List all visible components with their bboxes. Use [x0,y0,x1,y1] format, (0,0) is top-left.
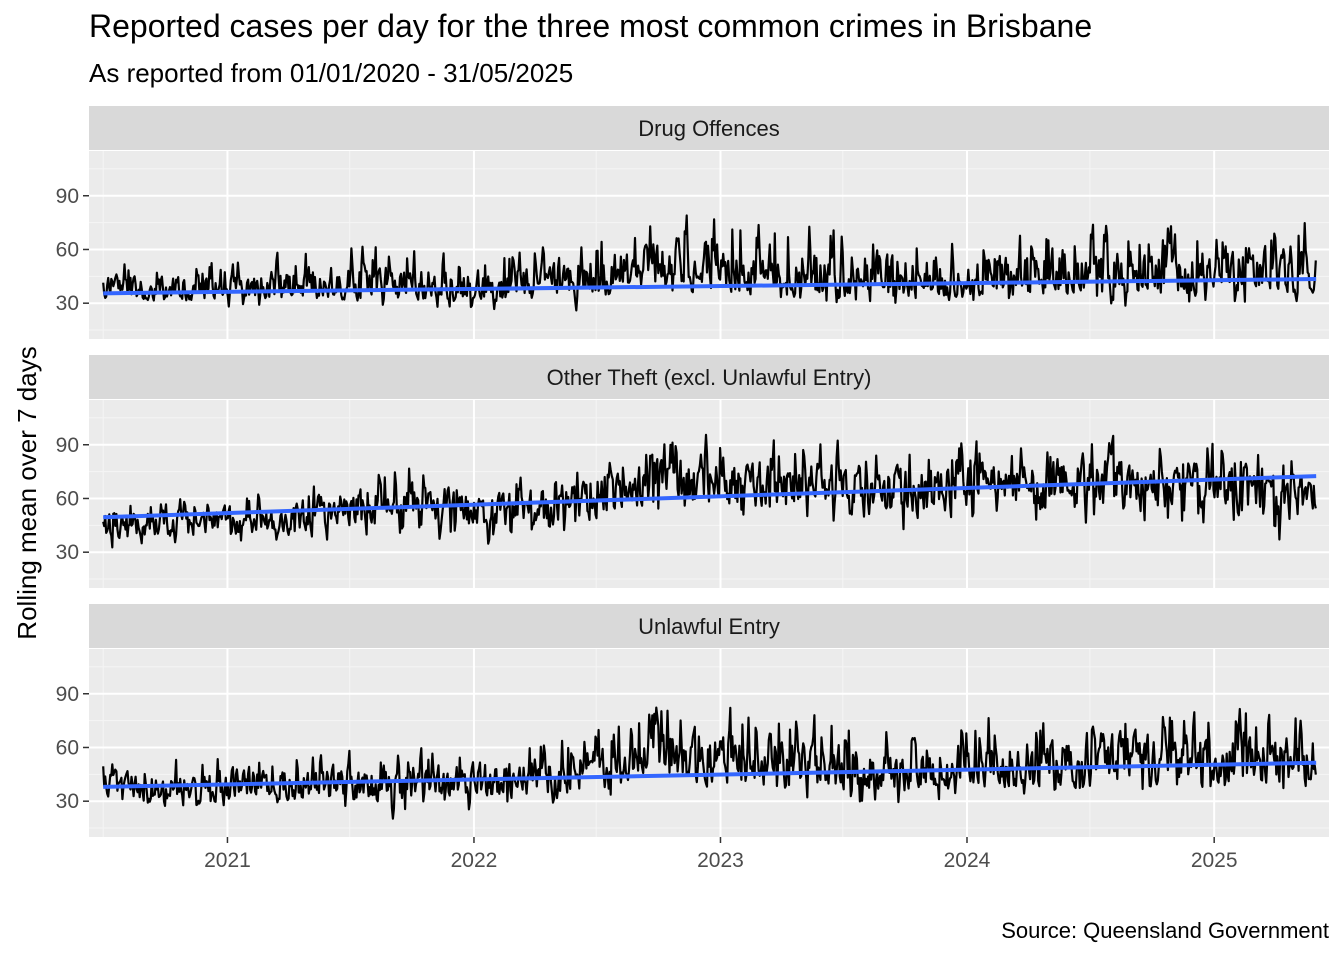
facet-strip [89,355,1329,399]
x-tick-label: 2022 [451,849,498,872]
facet-strip-label: Other Theft (excl. Unlawful Entry) [547,365,872,390]
series-line [102,433,1317,549]
y-tick-label: 30 [56,541,79,564]
y-tick-label: 90 [56,185,79,208]
panel-background [89,649,1329,837]
trend-line [103,474,1317,520]
trend-line [103,277,1317,296]
y-tick-label: 60 [56,736,79,759]
facet-panel: Unlawful Entry 30 60 90 2021 2022 2023 2024 2025 [56,604,1329,872]
chart-subtitle: As reported from 01/01/2020 - 31/05/2025 [89,58,574,88]
trend-line [103,760,1317,789]
y-axis-label: Rolling mean over 7 days [12,346,42,639]
x-tick-label: 2021 [204,849,251,872]
chart-caption: Source: Queensland Government [1001,918,1329,943]
facet-strip-label: Unlawful Entry [638,614,780,639]
panel-background [89,151,1329,339]
y-tick-label: 90 [56,434,79,457]
y-tick-label: 60 [56,238,79,261]
y-tick-label: 30 [56,292,79,315]
facet-strip-label: Drug Offences [638,116,779,141]
y-tick-label: 60 [56,487,79,510]
facet-panel: Drug Offences 30 60 90 [56,106,1329,339]
x-tick-label: 2025 [1191,849,1238,872]
x-tick-label: 2024 [944,849,991,872]
x-tick-label: 2023 [697,849,744,872]
facet-strip [89,106,1329,150]
facet-strip [89,604,1329,648]
chart-title: Reported cases per day for the three mos… [89,8,1093,44]
y-tick-label: 90 [56,683,79,706]
y-tick-label: 30 [56,790,79,813]
facet-panel: Other Theft (excl. Unlawful Entry) 30 60 90 [56,355,1329,588]
